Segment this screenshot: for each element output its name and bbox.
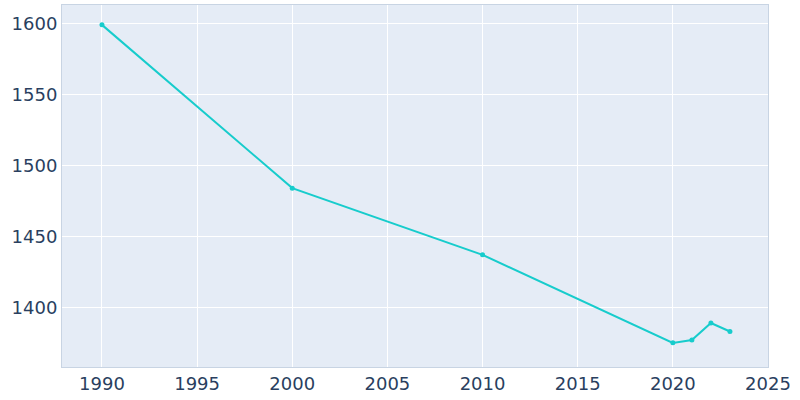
svg-text:1995: 1995 [174,373,220,394]
svg-text:2010: 2010 [460,373,506,394]
svg-text:2015: 2015 [555,373,601,394]
svg-text:2025: 2025 [745,373,791,394]
svg-text:1450: 1450 [12,226,58,247]
svg-text:1500: 1500 [12,155,58,176]
svg-text:1550: 1550 [12,84,58,105]
svg-text:1990: 1990 [79,373,125,394]
svg-text:1400: 1400 [12,297,58,318]
svg-text:2020: 2020 [650,373,696,394]
svg-text:1600: 1600 [12,13,58,34]
svg-text:2000: 2000 [269,373,315,394]
svg-text:2005: 2005 [365,373,411,394]
